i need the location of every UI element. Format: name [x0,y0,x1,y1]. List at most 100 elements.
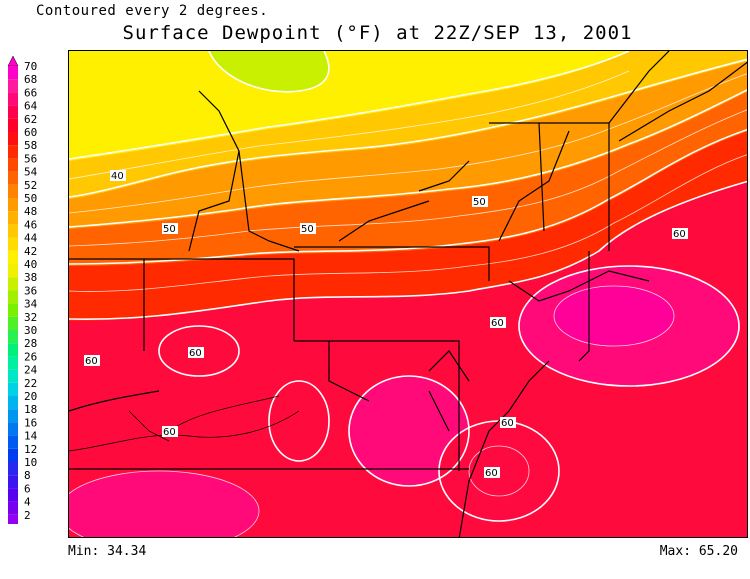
svg-text:40: 40 [111,171,124,182]
contour-labels: 40 50 50 50 60 60 60 60 60 60 60 [84,170,688,479]
band-fill-64-virginia [349,376,469,486]
colorbar-label: 50 [24,192,37,205]
contour-interval-note: Contoured every 2 degrees. [36,3,269,19]
band-fill-36 [209,51,329,92]
colorbar-swatch [8,105,18,119]
colorbar-swatch [8,132,18,146]
colorbar-label: 68 [24,73,37,86]
colorbar-swatch [8,448,18,462]
colorbar-swatch [8,211,18,225]
colorbar-label: 56 [24,152,37,165]
colorbar-label: 70 [24,60,37,73]
colorbar-label: 48 [24,205,37,218]
max-value: Max: 65.20 [659,544,738,559]
colorbar-swatch [8,409,18,423]
colorbar-swatch [8,237,18,251]
contour-label: 50 [162,223,178,235]
colorbar-swatch [8,118,18,132]
colorbar-swatch [8,422,18,436]
colorbar-label: 52 [24,179,37,192]
map-canvas: 40 50 50 50 60 60 60 60 60 60 60 [69,51,747,537]
colorbar-label: 38 [24,271,37,284]
boundary-lines [69,51,747,537]
colorbar-swatch [8,435,18,449]
colorbar-swatch [8,369,18,383]
colorbar-swatch [8,277,18,291]
contour-label: 60 [162,426,178,438]
colorbar-label: 26 [24,350,37,363]
colorbar-swatch [8,488,18,502]
colorbar-label: 66 [24,86,37,99]
colorbar-swatch [8,290,18,304]
contour-label: 60 [490,317,506,329]
svg-text:50: 50 [163,224,176,235]
colorbar-swatch [8,316,18,330]
colorbar-legend: 7068666462605856545250484644424038363432… [7,55,38,524]
contour-label: 60 [484,467,500,479]
svg-text:60: 60 [85,356,98,367]
map-title: Surface Dewpoint (°F) at 22Z/SEP 13, 200… [122,22,633,44]
svg-text:50: 50 [301,224,314,235]
band-fill-40 [69,51,629,161]
colorbar-label: 22 [24,377,37,390]
colorbar-label: 36 [24,284,37,297]
colorbar-swatch [8,330,18,344]
svg-text:60: 60 [491,318,504,329]
dewpoint-map: 40 50 50 50 60 60 60 60 60 60 60 [68,50,748,538]
colorbar-label: 58 [24,139,37,152]
colorbar-swatch [8,462,18,476]
colorbar-swatch [8,356,18,370]
band-fill-64-southwest [69,471,259,537]
colorbar-swatch [8,145,18,159]
colorbar-label: 18 [24,403,37,416]
contour-label: 60 [672,228,688,240]
colorbar-label: 60 [24,126,37,139]
colorbar-swatch [8,343,18,357]
svg-text:60: 60 [485,468,498,479]
band-fill-66-atlantic [554,286,674,346]
colorbar-swatch [8,264,18,278]
contour-lines [69,51,747,522]
contour-label: 40 [110,170,126,182]
colorbar-label: 14 [24,430,38,443]
colorbar-label: 64 [24,100,38,113]
contour-label: 60 [188,347,204,359]
colorbar-swatch [8,224,18,238]
colorbar-label: 46 [24,218,37,231]
contour-lines-minor [69,70,747,537]
colorbar-label: 34 [24,298,38,311]
colorbar-swatch [8,303,18,317]
colorbar-swatch [8,382,18,396]
colorbar-label: 62 [24,113,37,126]
svg-text:60: 60 [189,348,202,359]
colorbar-swatch [8,79,18,93]
colorbar-swatch [8,92,18,106]
colorbar-label: 24 [24,364,38,377]
colorbar-label: 32 [24,311,37,324]
colorbar-swatch [8,501,18,515]
colorbar-label: 8 [24,469,31,482]
colorbar-label: 4 [24,496,31,509]
colorbar-swatch [8,198,18,212]
colorbar-label: 2 [24,509,31,522]
svg-text:60: 60 [673,229,686,240]
colorbar-swatch [8,250,18,264]
colorbar-label: 28 [24,337,37,350]
colorbar-label: 16 [24,416,37,429]
contour-label: 50 [472,196,488,208]
colorbar-swatch [8,475,18,489]
colorbar-swatch [8,171,18,185]
colorbar-label: 20 [24,390,37,403]
colorbar-label: 42 [24,245,37,258]
colorbar-swatch [8,66,18,80]
colorbar-swatch [8,396,18,410]
river-lines [69,395,300,452]
colorbar-swatch [8,184,18,198]
contour-label: 60 [84,355,100,367]
colorbar-top-arrow [7,55,19,67]
svg-text:60: 60 [163,427,176,438]
colorbar-label: 44 [24,232,38,245]
colorbar-label: 40 [24,258,37,271]
svg-text:60: 60 [501,418,514,429]
colorbar-label: 54 [24,166,38,179]
